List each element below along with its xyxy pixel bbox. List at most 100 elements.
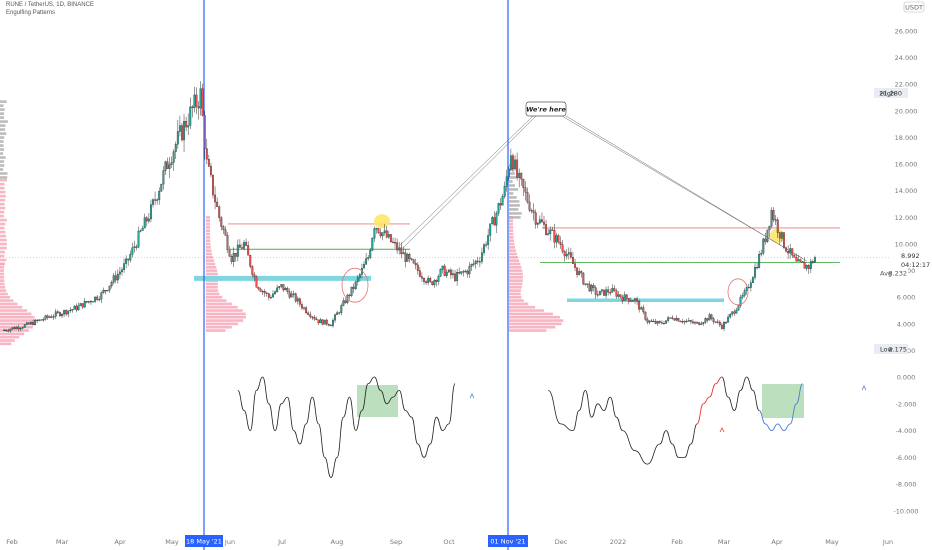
- volume-profile-bar: [0, 215, 4, 218]
- volume-profile-bar: [0, 319, 36, 322]
- candle-body: [285, 288, 287, 290]
- candle-body: [229, 250, 231, 256]
- volume-profile-bar: [0, 259, 6, 262]
- candle-body: [727, 317, 729, 322]
- candle-body: [283, 284, 285, 290]
- candle-body: [624, 295, 626, 301]
- osc-tick-label: -8.000: [896, 481, 917, 489]
- candle-body: [734, 312, 736, 314]
- candle-body: [154, 200, 156, 201]
- candle-body: [562, 245, 564, 252]
- candle-body: [680, 321, 682, 322]
- candle-body: [541, 220, 543, 222]
- candle-body: [138, 231, 140, 247]
- candle-body: [498, 203, 500, 213]
- callout-line: [566, 116, 807, 261]
- volume-profile-bar: [509, 323, 562, 326]
- volume-profile-bar: [206, 283, 218, 286]
- price-tick-label: 24.000: [895, 54, 918, 62]
- candle-body: [715, 322, 717, 323]
- candle-body: [731, 312, 733, 314]
- candle-body: [28, 323, 30, 324]
- volume-profile-bar: [0, 251, 5, 254]
- volume-profile-bar: [509, 243, 514, 246]
- volume-profile-bar: [0, 112, 4, 115]
- candle-body: [218, 207, 220, 218]
- time-tick-label: Jun: [882, 538, 893, 546]
- candle-body: [448, 270, 450, 272]
- volume-profile-bar: [509, 192, 513, 195]
- candle-body: [692, 322, 694, 323]
- candle-body: [614, 288, 616, 290]
- candle-body: [694, 322, 696, 323]
- candle-body: [241, 248, 243, 249]
- candle-body: [235, 253, 237, 256]
- candle-body: [345, 301, 347, 303]
- volume-profile-bar: [206, 216, 210, 219]
- volume-profile-bar: [0, 164, 4, 167]
- volume-profile-bar: [0, 172, 7, 175]
- volume-profile-bar: [206, 286, 218, 289]
- candle-body: [47, 316, 49, 318]
- candle-body: [150, 205, 152, 219]
- candle-body: [132, 248, 134, 255]
- candle-body: [405, 253, 407, 262]
- candle-body: [272, 294, 274, 297]
- volume-profile-bar: [206, 263, 215, 266]
- candle-body: [469, 266, 471, 274]
- volume-profile-bar: [509, 236, 514, 239]
- candle-body: [806, 265, 808, 268]
- candle-body: [291, 294, 293, 297]
- volume-profile-bar: [206, 313, 246, 316]
- candle-body: [527, 192, 529, 202]
- candle-body: [206, 149, 208, 160]
- volume-profile-bar: [206, 299, 226, 302]
- indicator-name[interactable]: Engulfing Patterns: [6, 10, 55, 16]
- candle-body: [568, 253, 570, 255]
- candle-body: [403, 253, 405, 254]
- candle-body: [185, 121, 187, 127]
- volume-profile-bar: [509, 273, 523, 276]
- time-tick-label: Aug: [331, 538, 344, 546]
- candle-body: [125, 259, 127, 264]
- volume-profile-bar: [509, 279, 523, 282]
- candle-body: [421, 277, 423, 279]
- volume-profile-bar: [206, 229, 210, 232]
- volume-profile-bar: [206, 316, 246, 319]
- candle-body: [92, 301, 94, 302]
- candle-body: [369, 250, 371, 257]
- candle-body: [299, 299, 301, 305]
- volume-profile-bar: [0, 199, 5, 202]
- candle-body: [376, 228, 378, 229]
- candle-body: [690, 320, 692, 321]
- currency-badge[interactable]: USDT: [904, 2, 924, 12]
- candle-body: [212, 175, 214, 195]
- volume-profile-bar: [0, 144, 4, 147]
- volume-profile-bar: [509, 309, 544, 312]
- volume-profile-bar: [509, 263, 520, 266]
- candle-body: [736, 310, 738, 313]
- candle-body: [334, 315, 336, 320]
- candle-body: [661, 323, 663, 324]
- candle-body: [119, 272, 121, 274]
- candle-body: [725, 322, 727, 323]
- candle-body: [456, 272, 458, 281]
- candle-body: [554, 230, 556, 242]
- candle-body: [49, 317, 51, 318]
- candle-body: [43, 319, 45, 320]
- candle-body: [688, 320, 690, 321]
- candle-body: [760, 253, 762, 254]
- time-tick-label: Jul: [277, 538, 286, 546]
- volume-profile-bar: [206, 253, 212, 256]
- volume-profiles: [0, 100, 563, 345]
- time-tick-label: Feb: [671, 538, 683, 546]
- candle-body: [429, 278, 431, 281]
- candle-body: [322, 320, 324, 325]
- candle-body: [707, 318, 709, 320]
- osc-tick-label: -6.000: [896, 454, 917, 462]
- candle-body: [667, 318, 669, 321]
- candle-body: [678, 318, 680, 321]
- time-tick-label: Sep: [390, 538, 402, 546]
- symbol-line[interactable]: RUNE / TetherUS, 1D, BINANCE: [6, 2, 94, 8]
